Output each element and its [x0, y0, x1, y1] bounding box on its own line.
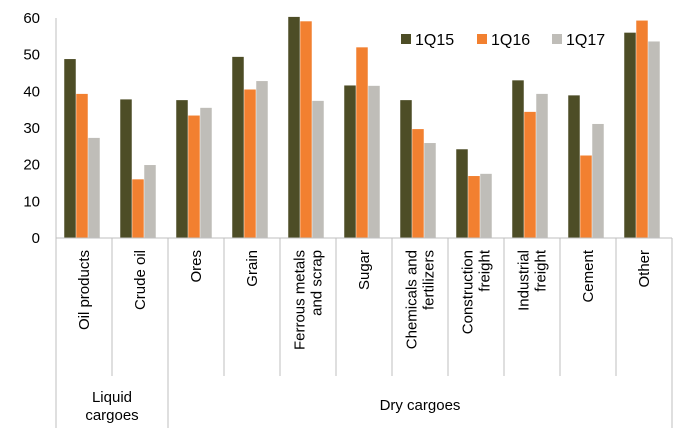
x-category-label: Cement	[580, 249, 597, 302]
bar-1q15-4	[288, 16, 300, 239]
y-axis-labels: 0 10 20 30 40 50 60	[23, 10, 40, 247]
y-tick-label: 30	[23, 120, 40, 137]
x-category-label: Constructionfreight	[460, 249, 494, 334]
legend-swatch-1q17	[552, 34, 562, 44]
legend-label-1q16: 1Q16	[491, 32, 530, 49]
x-category-label: Sugar	[356, 250, 373, 290]
group-label-line: Liquid	[92, 389, 132, 406]
x-category-label: Grain	[244, 250, 261, 287]
y-tick-label: 60	[23, 10, 40, 27]
bar-1q17-5	[368, 85, 380, 238]
bar-1q16-4	[300, 21, 312, 238]
x-category-label-line: Crude oil	[132, 250, 149, 310]
bar-1q15-3	[232, 56, 244, 238]
x-axis-labels: Oil products Crude oil Ores Grain Ferrous me…	[76, 249, 653, 350]
group-label-line: Dry cargoes	[380, 397, 461, 414]
group-label: Liquid cargoes	[85, 389, 138, 424]
legend-swatch-1q15	[401, 34, 411, 44]
x-category-label: Oil products	[76, 250, 93, 330]
x-category-label-line: Ferrous metals	[292, 250, 309, 350]
group-label-line: cargoes	[85, 407, 138, 424]
x-category-label-line: Ores	[188, 250, 205, 283]
x-category-label: Ores	[188, 250, 205, 283]
x-category-label-line: freight	[477, 249, 494, 292]
bar-1q17-0	[88, 137, 100, 238]
bar-1q15-7	[456, 149, 468, 238]
bar-1q16-5	[356, 47, 368, 239]
x-category-label: Other	[636, 250, 653, 288]
bar-1q16-2	[188, 115, 200, 238]
x-category-label-line: Construction	[460, 250, 477, 334]
bar-1q17-3	[256, 81, 268, 238]
bar-1q17-8	[536, 93, 548, 239]
group-labels: Liquid cargoes Dry cargoes	[85, 389, 460, 424]
bar-1q17-1	[144, 165, 156, 238]
axes-layer	[55, 18, 673, 428]
bar-1q15-8	[512, 80, 524, 238]
x-category-label: Industrialfreight	[516, 249, 550, 311]
bar-1q15-10	[624, 32, 636, 238]
y-tick-label: 40	[23, 83, 40, 100]
legend-label-1q15: 1Q15	[415, 32, 454, 49]
bar-1q16-9	[580, 155, 592, 238]
bar-1q17-9	[592, 123, 604, 238]
y-tick-label: 10	[23, 193, 40, 210]
x-category-label-line: fertilizers	[421, 250, 438, 310]
y-tick-label: 50	[23, 47, 40, 64]
x-category-label: Crude oil	[132, 250, 149, 310]
x-category-label-line: Oil products	[76, 250, 93, 330]
bar-1q16-6	[412, 129, 424, 238]
x-category-label-line: and scrap	[309, 250, 326, 316]
legend: 1Q15 1Q16 1Q17	[401, 32, 605, 49]
bar-1q17-4	[312, 100, 324, 238]
y-tick-label: 20	[23, 157, 40, 174]
bar-1q15-1	[120, 99, 132, 239]
x-category-label: Chemicals andfertilizers	[404, 250, 438, 349]
bar-1q17-10	[648, 41, 660, 238]
x-category-label-line: Grain	[244, 250, 261, 287]
bar-1q16-8	[524, 111, 536, 238]
x-category-label-line: Chemicals and	[404, 250, 421, 349]
bars-layer	[64, 16, 660, 239]
bar-1q16-1	[132, 179, 144, 238]
x-category-label-line: Industrial	[516, 250, 533, 311]
bar-1q15-9	[568, 95, 580, 238]
x-category-label-line: Cement	[580, 249, 597, 302]
group-label: Dry cargoes	[380, 397, 461, 414]
bar-1q15-0	[64, 59, 76, 238]
x-category-label: Ferrous metalsand scrap	[292, 250, 326, 350]
x-category-label-line: Sugar	[356, 250, 373, 290]
bar-1q15-2	[176, 100, 188, 238]
legend-swatch-1q16	[477, 34, 487, 44]
y-tick-label: 0	[32, 230, 40, 247]
bar-1q17-7	[480, 173, 492, 238]
legend-label-1q17: 1Q17	[566, 32, 605, 49]
bar-1q16-7	[468, 176, 480, 238]
bar-1q17-2	[200, 107, 212, 238]
bar-1q17-6	[424, 143, 436, 238]
x-category-label-line: freight	[533, 249, 550, 292]
x-category-label-line: Other	[636, 250, 653, 288]
bar-1q16-0	[76, 93, 88, 239]
bar-1q16-3	[244, 89, 256, 238]
bar-1q16-10	[636, 20, 648, 238]
bar-1q15-5	[344, 85, 356, 238]
bar-1q15-6	[400, 100, 412, 238]
